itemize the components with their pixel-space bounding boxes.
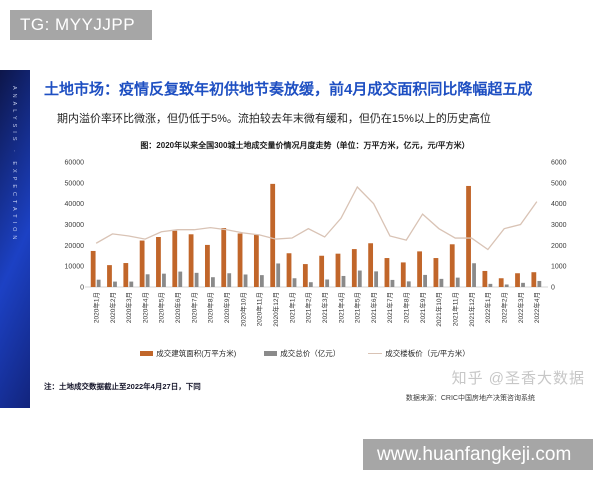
- legend-bar-swatch: [264, 351, 278, 356]
- svg-text:2020年1月: 2020年1月: [91, 292, 100, 323]
- footnote: 注：土地成交数据截止至2022年4月27日，下同: [44, 382, 201, 391]
- svg-text:2021年2月: 2021年2月: [304, 292, 313, 323]
- svg-text:2020年3月: 2020年3月: [124, 292, 133, 323]
- svg-text:2020年9月: 2020年9月: [222, 292, 231, 323]
- legend-label: 成交楼板价（元/平方米）: [385, 349, 470, 358]
- bars-area-series: [90, 183, 537, 287]
- svg-text:0: 0: [80, 285, 84, 292]
- svg-text:2021年7月: 2021年7月: [385, 292, 394, 323]
- svg-text:2021年5月: 2021年5月: [353, 292, 362, 323]
- svg-text:2021年10月: 2021年10月: [434, 292, 443, 327]
- svg-text:2020年11月: 2020年11月: [255, 292, 264, 326]
- zhihu-watermark: 知乎 @圣香大数据: [451, 370, 585, 387]
- svg-text:2022年3月: 2022年3月: [516, 292, 525, 323]
- svg-text:40000: 40000: [65, 201, 85, 208]
- sidebar-vertical-label: ANALYSIS · EXPECTATION: [11, 86, 17, 244]
- svg-text:50000: 50000: [65, 180, 85, 187]
- legend-line-swatch: [368, 352, 383, 355]
- svg-text:2022年4月: 2022年4月: [532, 292, 541, 323]
- legend-label: 成交建筑面积(万平方米): [156, 349, 237, 358]
- y-axis-left-ticks: 0 10000 20000 30000 40000 50000 60000: [65, 160, 85, 292]
- telegram-handle-text: TG: MYYJJPP: [20, 15, 136, 34]
- legend-item-1: 成交建筑面积(万平方米): [140, 348, 236, 359]
- legend-bar-swatch: [140, 351, 154, 356]
- legend-item-2: 成交总价（亿元）: [264, 348, 340, 359]
- data-source: 数据来源：CRIC中国房地产决策咨询系统: [405, 395, 535, 402]
- svg-text:2021年8月: 2021年8月: [402, 292, 411, 323]
- svg-text:2020年6月: 2020年6月: [173, 292, 182, 323]
- svg-text:2022年2月: 2022年2月: [499, 292, 508, 323]
- svg-text:2020年2月: 2020年2月: [108, 292, 117, 323]
- svg-text:3000: 3000: [551, 222, 567, 229]
- floor-price-line: [95, 185, 538, 251]
- svg-text:6000: 6000: [551, 160, 567, 167]
- legend-item-3: 成交楼板价（元/平方米）: [368, 348, 470, 359]
- x-axis-labels: 2020年1月 2020年2月 2020年3月 2020年4月 2020年5月 2020年…: [91, 292, 541, 327]
- legend-label: 成交总价（亿元）: [280, 349, 341, 358]
- svg-text:2020年5月: 2020年5月: [157, 292, 166, 323]
- svg-text:0: 0: [551, 285, 555, 292]
- svg-text:2020年4月: 2020年4月: [140, 292, 149, 323]
- svg-text:2021年6月: 2021年6月: [369, 292, 378, 323]
- website-url-text: www.huanfangkeji.com: [377, 443, 572, 465]
- svg-text:2021年3月: 2021年3月: [320, 292, 329, 323]
- svg-text:2000: 2000: [551, 243, 567, 250]
- land-market-chart-svg: 0 10000 20000 30000 40000 50000 60000 0 1000 2000…: [65, 160, 567, 327]
- svg-text:2021年12月: 2021年12月: [467, 292, 476, 327]
- bars-price-series: [96, 263, 542, 287]
- svg-text:2020年7月: 2020年7月: [189, 292, 198, 323]
- svg-text:4000: 4000: [551, 201, 567, 208]
- svg-text:60000: 60000: [65, 160, 85, 167]
- chart-legend: 成交建筑面积(万平方米) 成交总价（亿元） 成交楼板价（元/平方米）: [60, 348, 550, 359]
- slide-sidebar: ANALYSIS · EXPECTATION: [0, 70, 30, 408]
- website-url-banner: www.huanfangkeji.com: [363, 439, 593, 470]
- svg-text:20000: 20000: [65, 243, 85, 250]
- svg-text:10000: 10000: [65, 264, 85, 271]
- land-market-chart: 0 10000 20000 30000 40000 50000 60000 0 1000 2000…: [50, 153, 585, 350]
- svg-text:2021年4月: 2021年4月: [336, 292, 345, 323]
- svg-text:30000: 30000: [65, 222, 85, 229]
- telegram-handle-badge: TG: MYYJJPP: [10, 10, 152, 40]
- chart-title: 图：2020年以来全国300城土地成交量价情况月度走势（单位：万平方米，亿元，元…: [140, 141, 470, 150]
- svg-text:2020年10月: 2020年10月: [238, 292, 247, 327]
- svg-text:2021年1月: 2021年1月: [287, 292, 296, 323]
- svg-text:2021年11月: 2021年11月: [451, 292, 460, 326]
- page-title: 土地市场：疫情反复致年初供地节奏放缓，前4月成交面积同比降幅超五成: [44, 81, 533, 98]
- svg-text:2021年9月: 2021年9月: [418, 292, 427, 323]
- y-axis-right-ticks: 0 1000 2000 3000 4000 5000 6000: [551, 160, 567, 292]
- svg-text:2022年1月: 2022年1月: [483, 292, 492, 323]
- svg-text:2020年8月: 2020年8月: [206, 292, 215, 323]
- svg-text:5000: 5000: [551, 180, 567, 187]
- svg-text:2020年12月: 2020年12月: [271, 292, 280, 327]
- slide-subtitle: 期内溢价率环比微涨，但仍低于5%。流拍较去年末微有缓和，但仍在15%以上的历史高…: [57, 113, 491, 125]
- svg-text:1000: 1000: [551, 264, 567, 271]
